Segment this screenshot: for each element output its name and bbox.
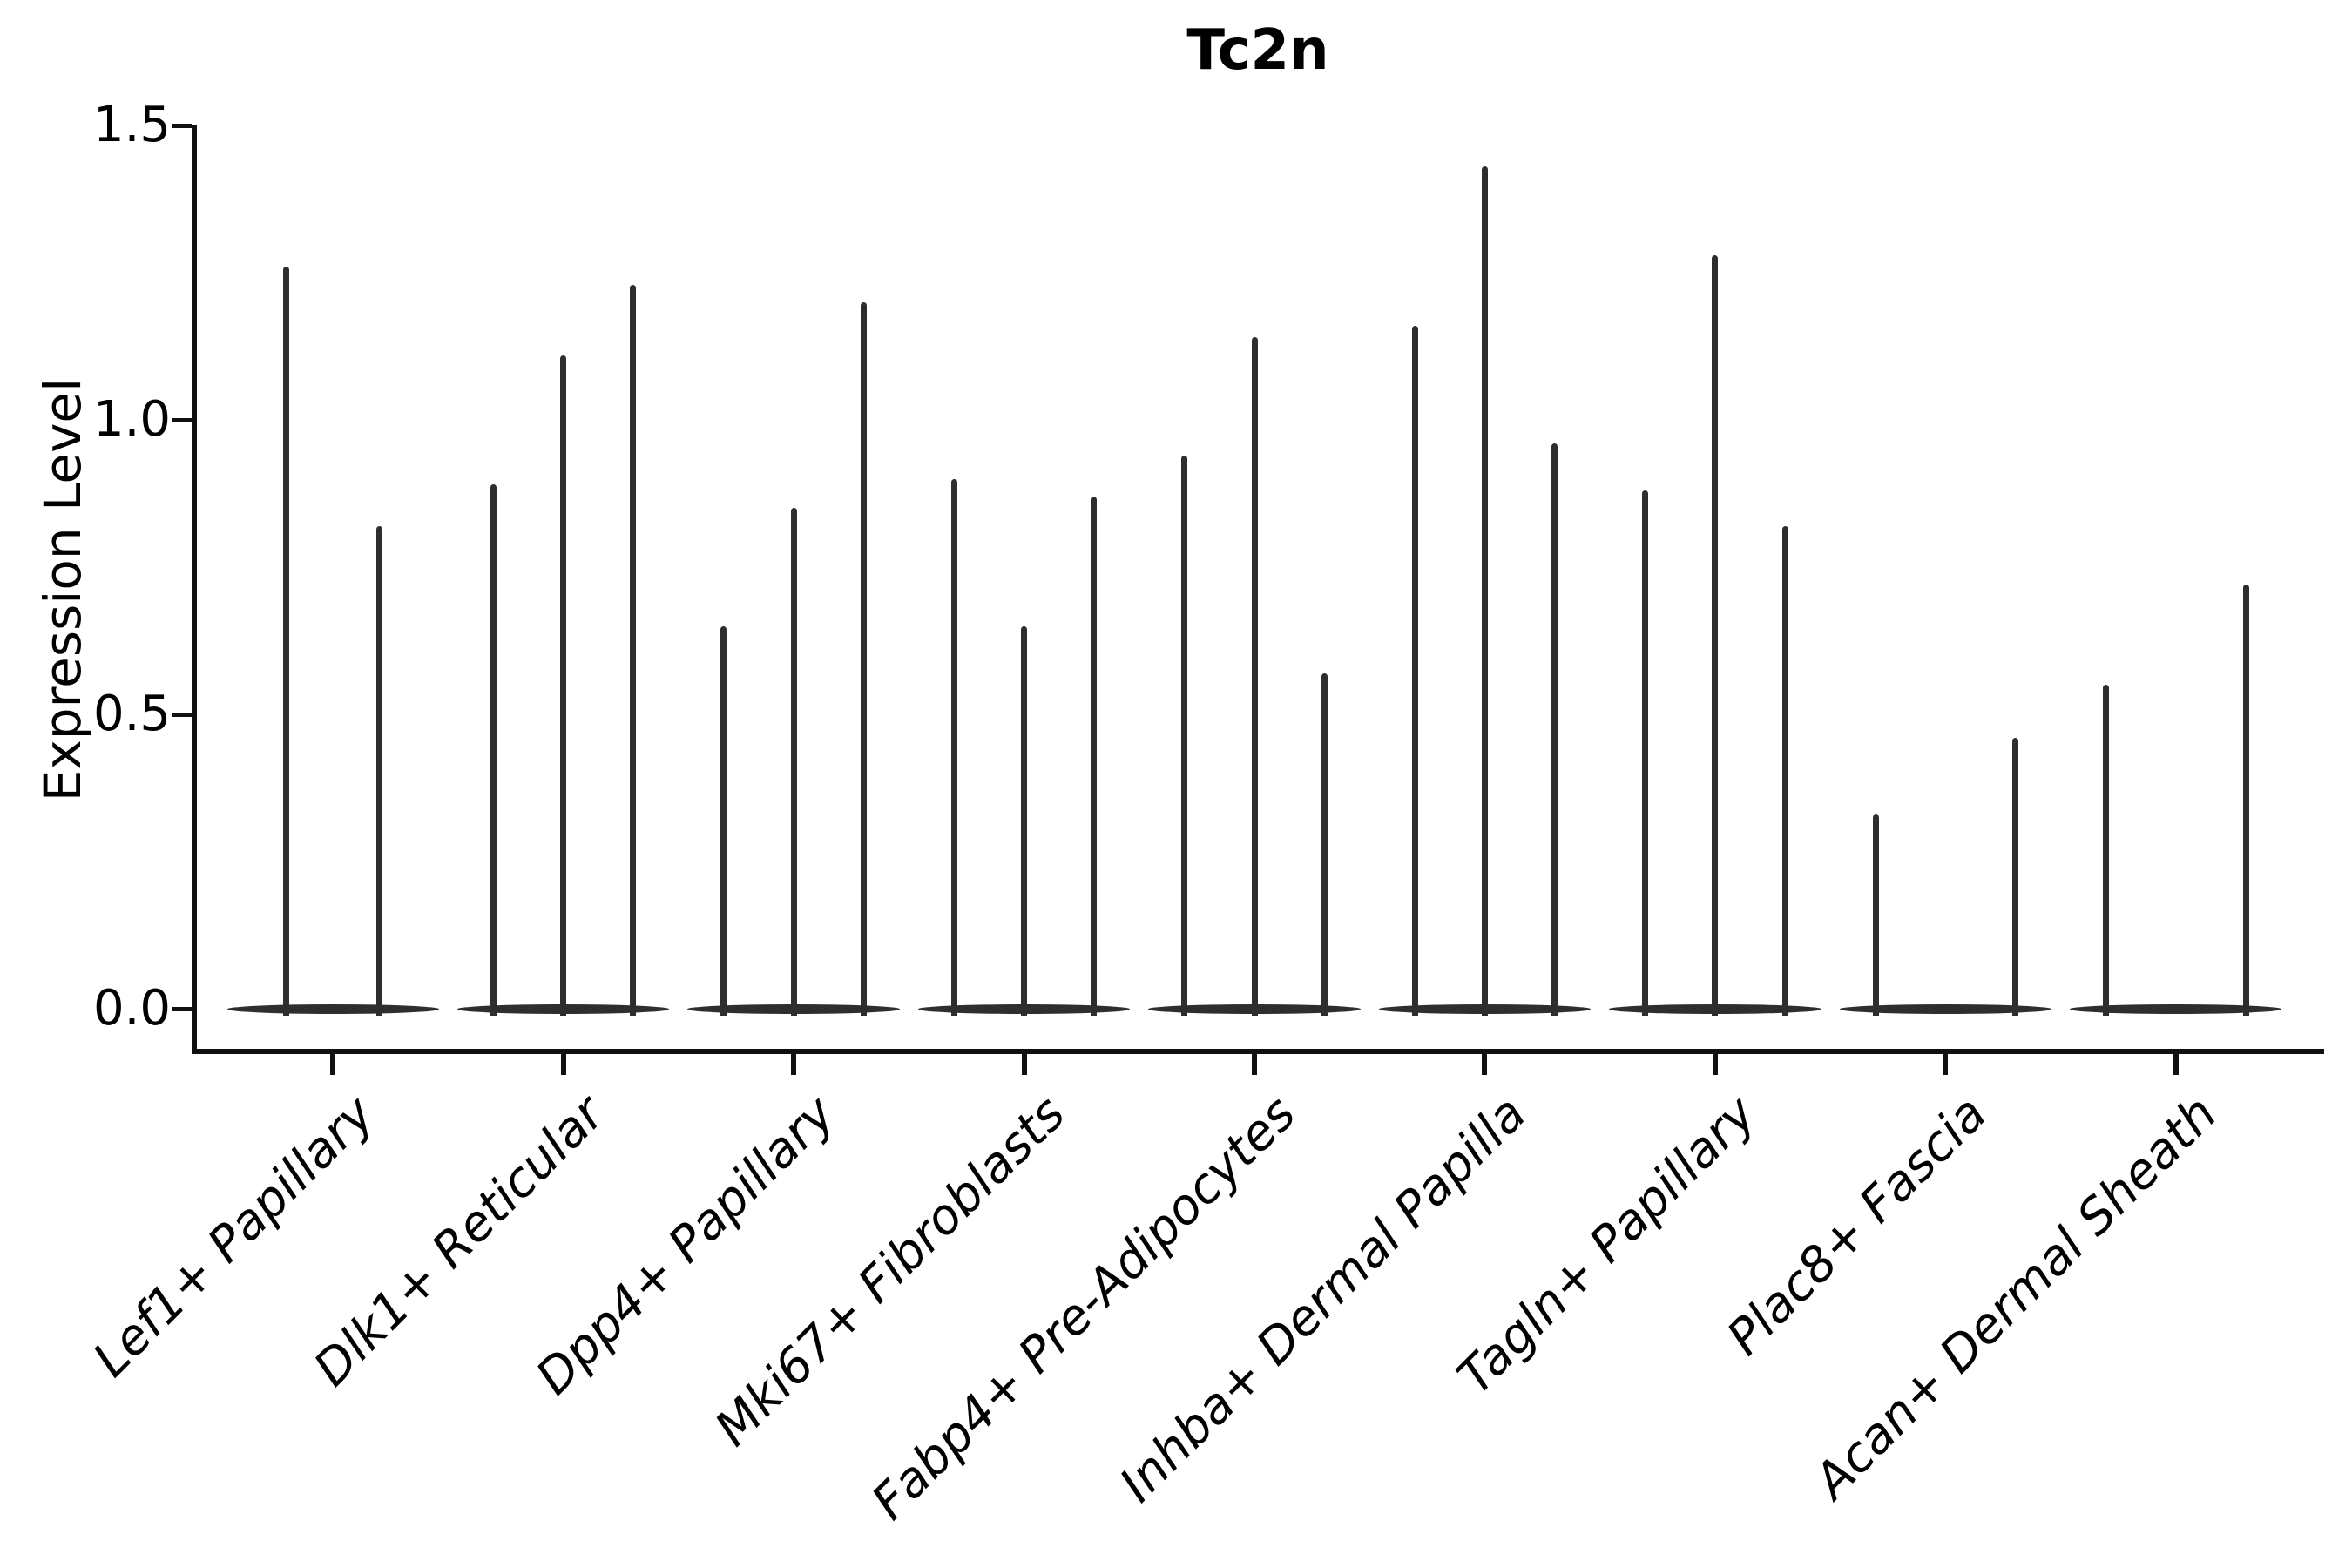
violin-spike — [1321, 672, 1328, 1016]
y-tick-label: 1.5 — [92, 97, 171, 153]
violin-spike — [1781, 525, 1788, 1016]
violin-spike — [490, 484, 497, 1016]
violin-spike — [1551, 443, 1558, 1016]
violin-spike — [1091, 496, 1098, 1016]
x-tick-mark — [1482, 1054, 1488, 1075]
x-tick-mark — [560, 1054, 566, 1075]
y-tick-mark — [172, 123, 192, 128]
violin-baseline — [1839, 1004, 2051, 1014]
violin-spike — [1872, 814, 1879, 1016]
chart-title: Tc2n — [1186, 18, 1329, 83]
violin-spike — [1642, 490, 1649, 1016]
violin-spike — [630, 284, 637, 1016]
y-tick-label: 0.5 — [92, 686, 171, 742]
violin-spike — [376, 525, 383, 1016]
x-tick-mark — [1712, 1054, 1718, 1075]
violin-spike — [720, 625, 727, 1016]
plot-area — [192, 125, 2324, 1054]
x-tick-mark — [1252, 1054, 1257, 1075]
y-tick-mark — [172, 1006, 192, 1011]
x-tick-mark — [791, 1054, 797, 1075]
x-tick-mark — [330, 1054, 336, 1075]
violin-spike — [790, 508, 797, 1016]
x-tick-label: Inhba+ Dermal Papilla — [1109, 1085, 1538, 1513]
violin-spike — [860, 301, 867, 1016]
violin-spike — [1712, 254, 1719, 1016]
violin-spike — [283, 267, 290, 1016]
x-tick-label: Acan+ Dermal Sheath — [1803, 1085, 2228, 1510]
violin-spike — [1251, 337, 1258, 1016]
y-tick-mark — [172, 417, 192, 422]
violin-baseline — [226, 1004, 439, 1014]
violin-spike — [2242, 585, 2249, 1016]
violin-spike — [1481, 166, 1488, 1016]
violin-spike — [560, 355, 567, 1016]
violin-spike — [2012, 738, 2019, 1016]
violin-spike — [2102, 685, 2109, 1016]
violin-baseline — [2070, 1004, 2282, 1014]
violin-spike — [1181, 455, 1188, 1016]
y-tick-label: 1.0 — [92, 391, 171, 448]
x-tick-mark — [2173, 1054, 2179, 1075]
violin-spike — [950, 478, 957, 1016]
x-tick-mark — [1943, 1054, 1949, 1075]
y-tick-label: 0.0 — [92, 980, 171, 1037]
x-tick-mark — [1021, 1054, 1027, 1075]
violin-spike — [1021, 625, 1028, 1016]
x-tick-label: Fabp4+ Pre-Adipocytes — [861, 1085, 1307, 1531]
y-tick-mark — [172, 712, 192, 717]
violin-spike — [1411, 325, 1418, 1016]
